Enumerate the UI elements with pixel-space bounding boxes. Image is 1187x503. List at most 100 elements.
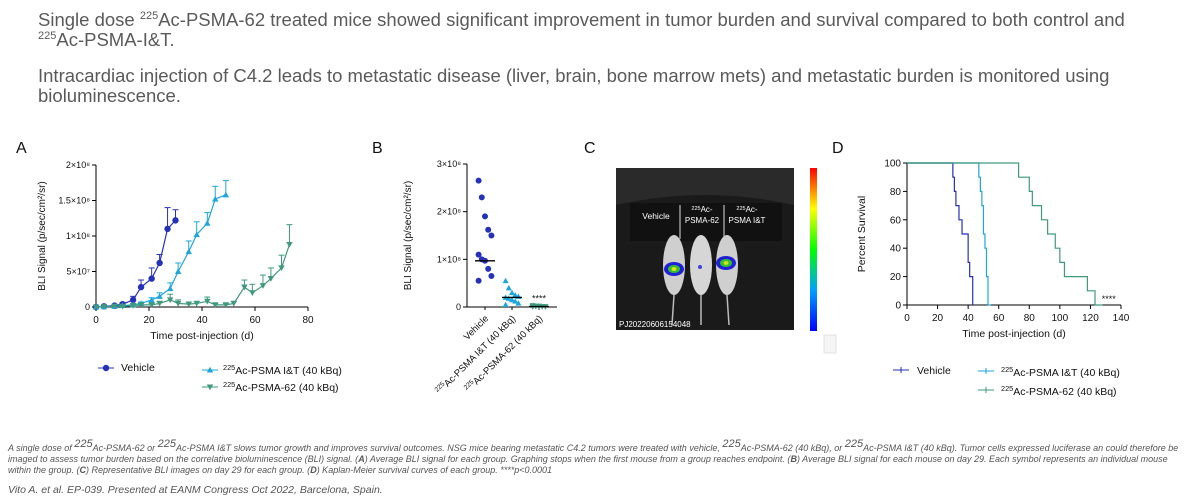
data-point xyxy=(156,259,163,267)
panel-label-a: A xyxy=(16,140,27,157)
data-point xyxy=(502,301,509,308)
chart-d: 0 20 40 60 80 100 0 20 40 60 80 100 120 140 Time post-… xyxy=(856,159,1130,399)
series-line xyxy=(95,244,291,308)
x-tick-label: 140 xyxy=(1113,313,1130,324)
data-point xyxy=(172,217,179,224)
data-point xyxy=(488,273,495,280)
y-tick-label: 20 xyxy=(890,272,902,283)
data-point xyxy=(193,231,200,238)
bli-image-panel: Vehicle 225Ac- PSMA-62 225Ac- PSMA I&T P… xyxy=(616,168,837,354)
data-point xyxy=(267,276,275,282)
data-point xyxy=(478,194,485,201)
data-point xyxy=(222,302,230,309)
data-point xyxy=(185,301,192,308)
y-axis-label: BLI Signal (p/sec/cm²/sr) xyxy=(403,181,414,290)
x-tick-label: 20 xyxy=(932,313,944,324)
x-tick-label: 20 xyxy=(143,315,155,326)
y-tick-label: 1.5×10⁸ xyxy=(58,196,90,206)
data-point xyxy=(505,284,512,291)
data-point xyxy=(515,300,522,306)
significance-label: **** xyxy=(1102,294,1117,304)
y-tick-label: 2×10⁸ xyxy=(66,160,90,170)
legend-label-vehicle: Vehicle xyxy=(121,362,155,374)
data-point xyxy=(230,300,237,307)
legend-label-p62: 225Ac-PSMA-62 (40 kBq) xyxy=(1001,384,1117,398)
x-tick-label: 60 xyxy=(993,313,1005,324)
legend-marker xyxy=(206,384,214,391)
y-tick-label: 0 xyxy=(85,302,90,312)
x-axis-label: Time post-injection (d) xyxy=(150,330,253,342)
data-point xyxy=(212,302,219,309)
headline-1: Single dose 225Ac-PSMA-62 treated mice s… xyxy=(38,9,1125,50)
y-tick-label: 5×10⁷ xyxy=(66,267,90,277)
data-point xyxy=(137,302,145,309)
bli-col-p62-b: PSMA-62 xyxy=(685,216,720,225)
y-tick-label: 100 xyxy=(884,159,901,170)
series-line xyxy=(95,194,227,308)
legend-marker xyxy=(206,366,214,373)
data-point xyxy=(156,300,163,307)
data-point xyxy=(259,283,267,289)
legend-marker xyxy=(102,364,110,372)
bli-image-top xyxy=(616,168,794,205)
y-axis-label: BLI Signal (p/sec/cm²/sr) xyxy=(37,181,48,290)
bli-col-p62-a: 225Ac- xyxy=(691,205,713,214)
y-tick-label: 40 xyxy=(890,244,902,255)
data-point xyxy=(475,177,482,184)
data-point xyxy=(286,241,293,248)
data-point xyxy=(129,296,137,304)
data-point xyxy=(475,277,482,284)
data-point xyxy=(111,303,118,310)
data-point xyxy=(204,298,211,305)
x-tick-label: 80 xyxy=(302,315,314,326)
data-point xyxy=(204,220,211,226)
x-tick-label: 120 xyxy=(1082,313,1099,324)
x-tick-label: 80 xyxy=(1024,313,1036,324)
colorbar xyxy=(810,168,817,331)
data-point xyxy=(174,300,182,307)
data-point xyxy=(148,302,155,309)
data-point xyxy=(241,284,248,291)
chart-b: 0 1×10⁸ 2×10⁸ 3×10⁸ BLI Signal (p/sec/cm²/sr… xyxy=(403,159,557,394)
data-point xyxy=(129,303,137,309)
x-tick-label: 40 xyxy=(963,313,975,324)
data-point xyxy=(485,265,492,272)
y-axis-label: Percent Survival xyxy=(856,196,868,272)
data-point xyxy=(512,292,519,298)
data-point xyxy=(174,268,182,275)
panel-label-b: B xyxy=(372,140,383,157)
figure-caption: A single dose of 225Ac-PSMA-62 or 225Ac-… xyxy=(8,438,1179,476)
data-point xyxy=(185,248,192,255)
data-point xyxy=(278,265,285,272)
data-point xyxy=(156,293,163,299)
x-tick-label: 0 xyxy=(904,313,910,324)
data-point xyxy=(164,225,171,233)
data-point xyxy=(92,304,100,311)
data-point xyxy=(148,275,155,282)
bli-label-bar xyxy=(630,203,782,241)
x-tick-label: 40 xyxy=(196,315,208,326)
legend-label-ptt: 225Ac-PSMA I&T (40 kBq) xyxy=(223,363,342,377)
x-axis-label: Time post-injection (d) xyxy=(962,328,1065,340)
survival-curve xyxy=(907,162,974,305)
y-tick-label: 0 xyxy=(895,301,901,312)
legend-label-vehicle: Vehicle xyxy=(917,365,951,377)
y-tick-label: 0 xyxy=(456,302,461,312)
survival-curve xyxy=(907,162,992,306)
bli-col-vehicle: Vehicle xyxy=(642,211,670,221)
data-point xyxy=(148,296,155,303)
legend-label-ptt: 225Ac-PSMA I&T (40 kBq) xyxy=(1001,365,1120,379)
y-tick-label: 3×10⁸ xyxy=(437,159,461,169)
data-point xyxy=(502,277,509,284)
y-tick-label: 1×10⁸ xyxy=(437,254,461,264)
y-tick-label: 1×10⁸ xyxy=(66,231,90,241)
bli-col-ptt-a: 225Ac- xyxy=(736,205,758,214)
data-point xyxy=(167,297,174,304)
x-tick-label: 60 xyxy=(249,315,261,326)
data-point xyxy=(212,195,219,202)
data-point xyxy=(222,191,230,198)
legend-label-p62: 225Ac-PSMA-62 (40 kBq) xyxy=(223,380,339,394)
y-tick-label: 60 xyxy=(890,215,902,226)
data-point xyxy=(509,296,515,303)
data-point xyxy=(249,290,256,296)
